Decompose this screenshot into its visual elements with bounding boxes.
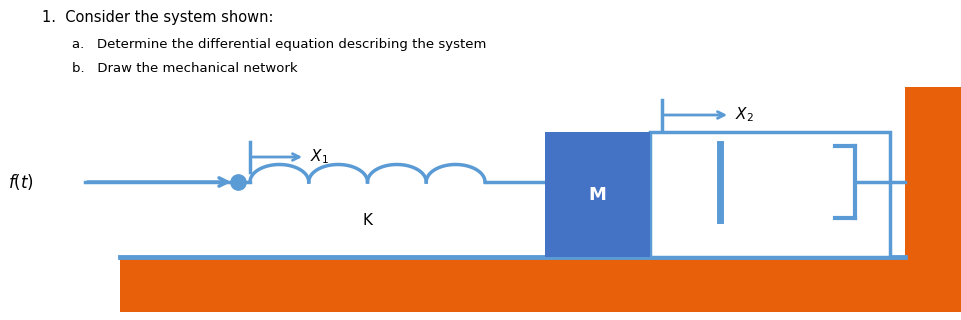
- Bar: [650, 132, 889, 257]
- Bar: [120, 257, 909, 312]
- Bar: [904, 87, 961, 312]
- Bar: [545, 132, 650, 257]
- Text: M: M: [588, 186, 605, 204]
- Text: K: K: [362, 212, 372, 228]
- Text: $X_1$: $X_1$: [309, 148, 329, 166]
- Text: b.   Draw the mechanical network: b. Draw the mechanical network: [72, 62, 297, 75]
- Text: a.   Determine the differential equation describing the system: a. Determine the differential equation d…: [72, 38, 486, 51]
- Text: 1.  Consider the system shown:: 1. Consider the system shown:: [42, 10, 273, 25]
- Text: $f(t)$: $f(t)$: [8, 172, 34, 192]
- Text: $X_2$: $X_2$: [734, 106, 753, 124]
